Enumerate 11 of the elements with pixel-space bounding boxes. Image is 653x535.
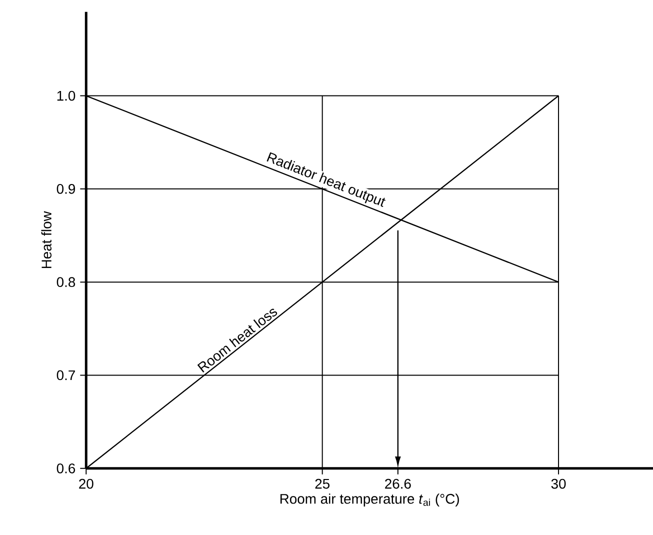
x-axis-title: Room air temperature t$_{ai}$ (°C) <box>280 494 459 507</box>
x-tick-label: 30 <box>551 478 566 489</box>
y-tick-label: 0.6 <box>56 463 76 474</box>
y-tick-label: 0.9 <box>56 184 75 194</box>
y-tick-label: 0.7 <box>56 370 75 380</box>
y-tick-label: 0.8 <box>56 277 76 288</box>
x-tick-label: 20 <box>79 478 94 489</box>
x-tick-label: 26.6 <box>385 478 411 489</box>
y-tick-label: 1.0 <box>57 90 76 101</box>
x-tick-label: 25 <box>315 478 330 489</box>
y-axis-title: Heat flow <box>41 211 52 268</box>
